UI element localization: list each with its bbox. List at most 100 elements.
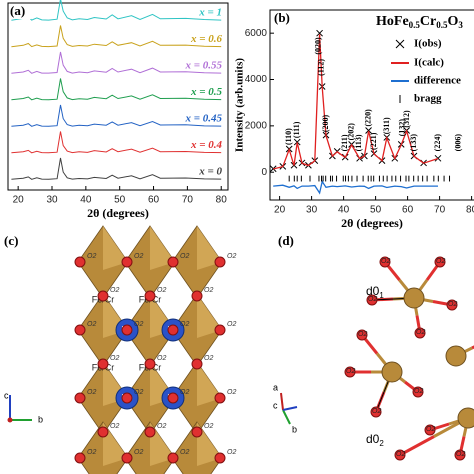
oxygen-atom — [379, 256, 391, 268]
oxygen-atom — [214, 324, 226, 336]
atom-label: O2 — [204, 287, 213, 294]
oxygen-atom — [412, 386, 424, 398]
oxygen-atom — [366, 294, 378, 306]
peak-label: (224) — [433, 134, 442, 152]
atom-label: O2 — [372, 408, 381, 415]
axis-label: a — [273, 382, 278, 392]
title-part: HoFe — [376, 14, 409, 29]
bond-label-main: d0 — [366, 432, 380, 446]
oxygen-atom — [121, 324, 133, 336]
oxygen-atom — [191, 358, 203, 370]
oxygen-atom — [74, 324, 86, 336]
x-tick-label: 50 — [114, 195, 126, 206]
plot-frame — [269, 9, 474, 201]
peak-label: (110) — [284, 128, 293, 145]
bond-label-sub: 1 — [379, 291, 384, 300]
legend-label: x = 0.55 — [184, 60, 222, 72]
x-tick-label: 60 — [148, 195, 160, 206]
panel-b: 20 30 40 50 60 70 80 0 2000 4000 6000 2θ (degrees) I… — [234, 9, 474, 230]
peak-label: (112) — [317, 59, 326, 76]
oxygen-atom — [97, 290, 109, 302]
peak-label: (133) — [409, 134, 418, 152]
axis-label: c — [4, 390, 9, 400]
bond-label-main: d0 — [366, 284, 380, 298]
panel-label: (c) — [4, 233, 18, 248]
atom-label: O2 — [157, 287, 166, 294]
atom-label: O2 — [227, 253, 236, 260]
fe-atom — [457, 407, 474, 429]
calc-line — [273, 34, 439, 170]
legend-label: x = 0.4 — [190, 139, 223, 151]
atom-label: O2 — [87, 321, 96, 328]
atom-label: O2 — [416, 329, 425, 336]
legend-label: x = 1 — [198, 7, 222, 19]
peak-label: (200) — [321, 115, 330, 133]
panel-label: (b) — [274, 10, 290, 25]
oxygen-atom — [356, 329, 368, 341]
axis-arrow — [280, 392, 284, 411]
atom-label: O2 — [204, 423, 213, 430]
atom-label: O2 — [368, 296, 377, 303]
atom-label: O2 — [87, 253, 96, 260]
obs-point — [316, 29, 323, 37]
legend-label: I(obs) — [414, 38, 442, 50]
difference-line — [273, 179, 438, 195]
spectrum — [11, 0, 222, 21]
peak-label: (311) — [382, 117, 391, 134]
spectrum — [11, 25, 222, 48]
octahedron-face — [103, 422, 128, 466]
x-tick-label: 60 — [402, 205, 414, 216]
y-tick-label: 2000 — [245, 120, 268, 131]
atom-label: O2 — [426, 426, 435, 433]
panel-c: (c)Fe/CrFe/CrFe/CrFe/CrHoHoHoHoO2O2O2O2O… — [4, 225, 236, 474]
atom-label: O2 — [87, 389, 96, 396]
atom-label: O2 — [157, 355, 166, 362]
atom-label: O2 — [227, 321, 236, 328]
octahedron-face — [103, 226, 128, 270]
atom-label: O2 — [180, 321, 189, 328]
oxygen-atom — [97, 358, 109, 370]
atom-label: O2 — [227, 389, 236, 396]
oxygen-atom — [394, 449, 406, 461]
atom-label: O2 — [227, 449, 236, 456]
atom-label: O2 — [157, 423, 166, 430]
legend-label: x = 0.5 — [190, 86, 223, 98]
bond-label: d02 — [366, 432, 384, 448]
oxygen-atom — [167, 452, 179, 464]
obs-point — [293, 138, 301, 146]
axis-label: b — [292, 424, 297, 434]
peak-label: (202) — [346, 123, 355, 141]
atom-label: O2 — [134, 389, 143, 396]
atom-label: O2 — [381, 258, 390, 265]
x-tick-label: 40 — [338, 205, 350, 216]
x-axis-label: 2θ (degrees) — [87, 206, 149, 220]
oxygen-atom — [97, 426, 109, 438]
atom-label: O2 — [204, 355, 213, 362]
atom-label: O2 — [414, 388, 423, 395]
oxygen-atom — [74, 256, 86, 268]
peak-label: (111) — [292, 121, 301, 138]
x-tick-label: 70 — [434, 205, 446, 216]
axis-origin — [7, 417, 13, 423]
legend-label: x = 0.45 — [184, 113, 222, 125]
y-tick-label: 6000 — [245, 28, 268, 39]
oxygen-atom — [144, 358, 156, 370]
x-tick-label: 40 — [80, 195, 92, 206]
axis-label: c — [273, 400, 278, 410]
spectrum — [11, 51, 222, 74]
legend-label: difference — [414, 75, 461, 87]
oxygen-atom — [121, 392, 133, 404]
obs-point — [434, 154, 442, 162]
bond-label: d01 — [366, 284, 384, 300]
legend-label: I(calc) — [414, 57, 444, 69]
x-tick-label: 20 — [274, 205, 286, 216]
atom-label: O2 — [134, 321, 143, 328]
oxygen-atom — [191, 290, 203, 302]
peak-label: (312) — [402, 110, 411, 128]
oxygen-atom — [454, 449, 466, 461]
peak-label: (211) — [340, 134, 349, 151]
oxygen-atom — [167, 392, 179, 404]
title-part: 0.5 — [409, 20, 421, 30]
y-axis-label: Intensity (arb.units) — [234, 58, 246, 152]
atom-label: O2 — [110, 287, 119, 294]
